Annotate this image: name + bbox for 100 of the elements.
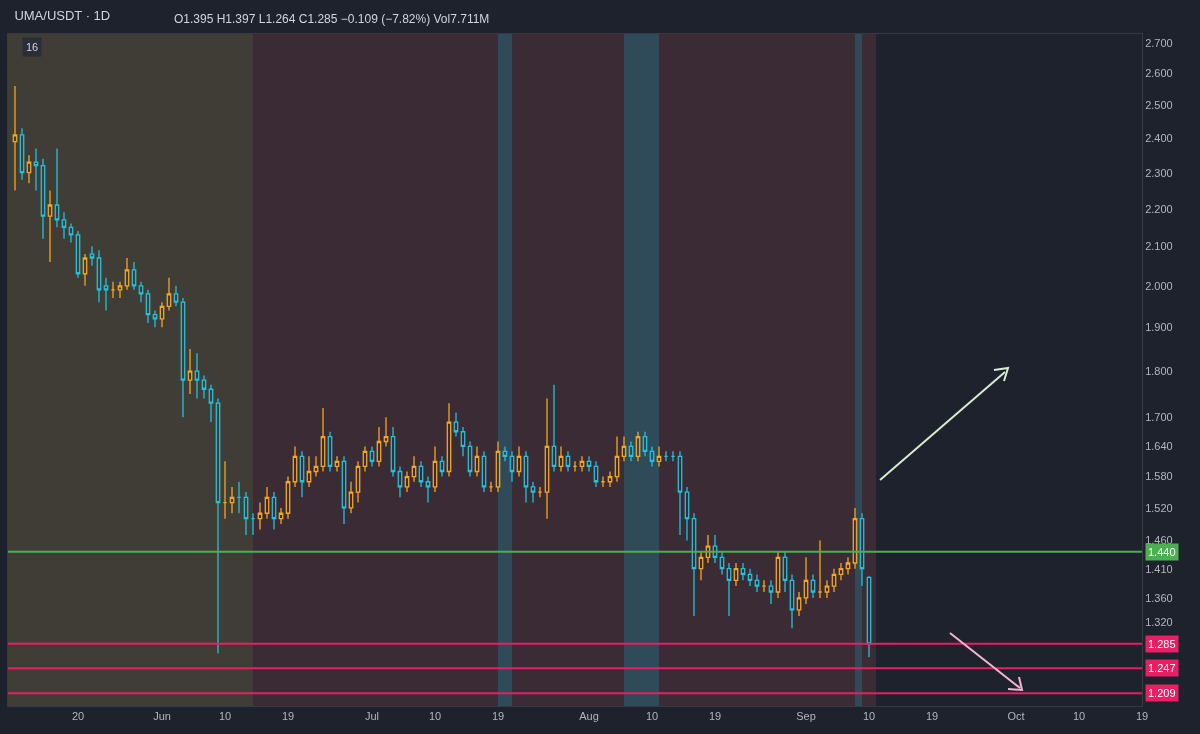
candlestick (348, 481, 354, 514)
candlestick (82, 253, 88, 287)
y-tick-label: 2.100 (1145, 240, 1173, 253)
candlestick (852, 507, 858, 570)
y-tick-label: 1.320 (1145, 615, 1173, 628)
x-tick-label: Oct (1007, 710, 1025, 723)
candlestick (327, 431, 333, 473)
y-tick-label: 1.460 (1145, 534, 1173, 547)
candlestick (96, 249, 102, 303)
y-tick-label: 1.640 (1145, 440, 1173, 453)
candlestick (705, 534, 711, 564)
candlestick (558, 445, 564, 473)
candlestick (418, 460, 424, 488)
candlestick (26, 154, 32, 184)
y-tick-label: 2.200 (1145, 202, 1173, 215)
candlestick (222, 460, 228, 520)
candlestick (768, 579, 774, 605)
candlestick (691, 512, 697, 617)
candlestick (586, 455, 592, 473)
y-tick-label: 2.400 (1145, 132, 1173, 145)
y-tick-label: 1.700 (1145, 411, 1173, 424)
candlestick (810, 573, 816, 599)
candlestick (460, 426, 466, 457)
candlestick (432, 445, 438, 493)
y-tick-label: 1.520 (1145, 501, 1173, 514)
candlestick (642, 431, 648, 457)
candlestick (488, 481, 494, 493)
candlestick (740, 562, 746, 581)
candlestick (250, 512, 256, 536)
candlestick (138, 281, 144, 303)
candlestick (614, 435, 620, 483)
candlestick (803, 556, 809, 605)
candlestick (369, 445, 375, 468)
candlestick (775, 551, 781, 599)
candlestick (341, 455, 347, 525)
ref-line-label: 1.285 (1148, 638, 1176, 650)
candlestick (54, 147, 60, 228)
y-tick-label: 2.500 (1145, 99, 1173, 112)
candlestick (712, 534, 718, 564)
chart-title: UMA/USDT · 1D (14, 8, 111, 24)
candlestick (313, 455, 319, 478)
candlestick (390, 426, 396, 478)
candlestick (663, 450, 669, 463)
candlestick (453, 411, 459, 438)
candlestick (565, 450, 571, 473)
x-tick-label: Jul (364, 710, 380, 723)
x-tick-label: 19 (1135, 710, 1149, 723)
candlestick (299, 450, 305, 498)
candlestick (551, 384, 557, 473)
candlestick (649, 445, 655, 468)
candlestick (446, 402, 452, 478)
candlestick (537, 486, 543, 498)
x-tick-label: 10 (218, 710, 232, 723)
x-tick-label: Sep (796, 710, 816, 723)
candlestick (796, 591, 802, 617)
candlestick (47, 189, 53, 263)
candlestick (110, 281, 116, 299)
candlestick (19, 127, 25, 181)
candlestick (404, 470, 410, 493)
x-tick-label: 10 (1072, 710, 1086, 723)
candlestick (628, 440, 634, 463)
y-tick-label: 2.000 (1145, 279, 1173, 292)
candlestick (754, 573, 760, 593)
candlestick (747, 568, 753, 587)
candlestick (467, 440, 473, 478)
candlestick (159, 301, 165, 328)
candlestick (684, 486, 690, 542)
candlestick (719, 551, 725, 576)
y-tick-label: 2.600 (1145, 67, 1173, 80)
candlestick (635, 431, 641, 463)
candlestick (145, 289, 151, 324)
candlestick (677, 450, 683, 536)
candlestick (425, 475, 431, 504)
candlestick (68, 222, 74, 244)
candlestick (187, 348, 193, 395)
candlestick (271, 491, 277, 531)
ref-line-label: 1.440 (1148, 546, 1176, 558)
candlestick (306, 455, 312, 488)
candlestick (481, 450, 487, 493)
y-tick-label: 2.700 (1145, 36, 1173, 49)
candlestick (838, 562, 844, 581)
y-tick-label: 2.300 (1145, 166, 1173, 179)
candlestick (243, 491, 249, 536)
x-tick-label: 19 (708, 710, 722, 723)
candlestick (474, 445, 480, 478)
candlestick (229, 486, 235, 514)
candlestick (355, 460, 361, 504)
candlestick (75, 230, 81, 279)
y-tick-label: 1.900 (1145, 321, 1173, 334)
y-tick-label: 1.360 (1145, 591, 1173, 604)
y-tick-label: 1.580 (1145, 470, 1173, 483)
ref-line-label: 1.209 (1148, 687, 1176, 699)
candlestick (124, 257, 130, 291)
x-tick-label: 19 (925, 710, 939, 723)
candlestick (502, 445, 508, 463)
candlestick (334, 455, 340, 473)
candlestick (656, 445, 662, 468)
candlestick (495, 440, 501, 493)
candlestick (600, 475, 606, 488)
candlestick (726, 562, 732, 617)
